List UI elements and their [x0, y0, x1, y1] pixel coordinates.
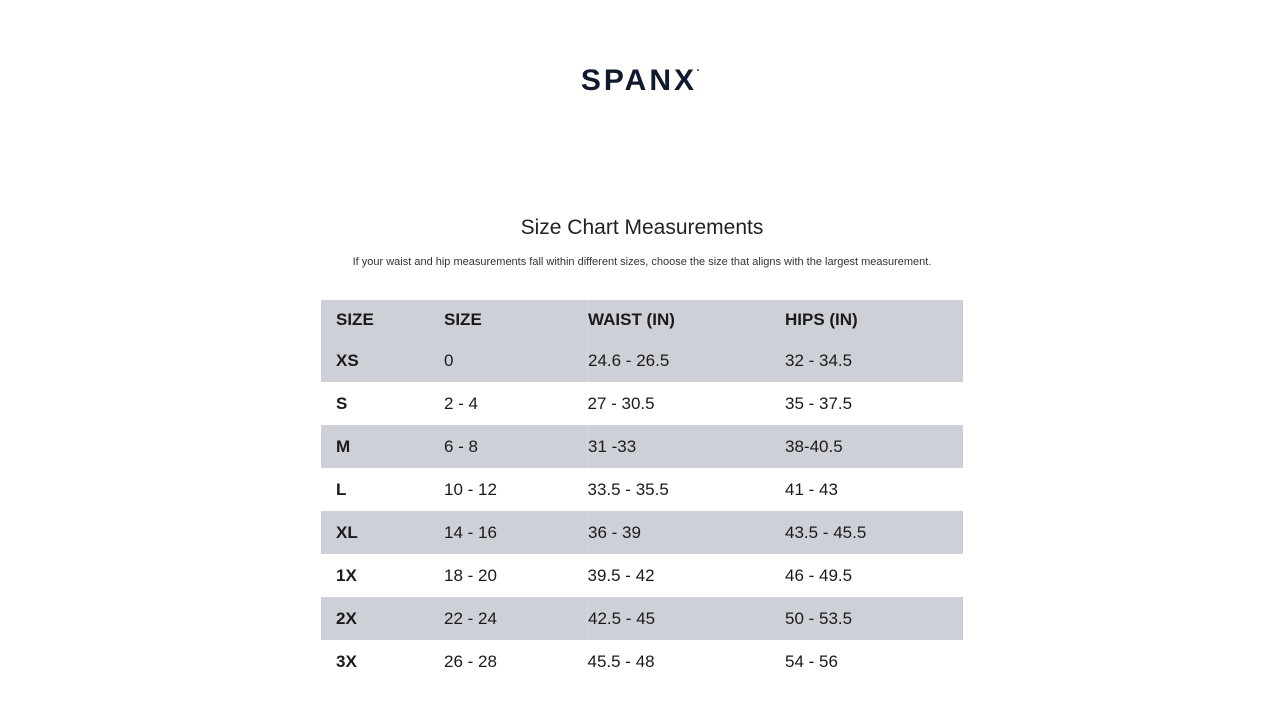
cell-size-number: 0 [444, 350, 454, 370]
cell-size-letter: S [336, 393, 348, 413]
cell-hips: 46 - 49.5 [785, 565, 853, 585]
cell-waist: 33.5 - 35.5 [587, 479, 669, 499]
cell-size-number: 26 - 28 [444, 651, 497, 671]
cell-waist: 36 - 39 [587, 511, 785, 554]
cell-size-letter: L [336, 479, 347, 499]
table-row: L 10 - 12 33.5 - 35.5 41 - 43 [321, 468, 963, 511]
header-waist: WAIST (IN) [587, 300, 785, 339]
cell-size-letter: 2X [336, 608, 357, 628]
cell-waist: 24.6 - 26.5 [587, 339, 785, 382]
cell-hips: 54 - 56 [785, 651, 838, 671]
header-hips: HIPS (IN) [785, 309, 858, 329]
cell-hips: 35 - 37.5 [785, 393, 853, 413]
cell-hips: 32 - 34.5 [785, 350, 853, 370]
cell-waist: 31 -33 [587, 425, 785, 468]
table-header-row: SIZE SIZE WAIST (IN) HIPS (IN) [321, 300, 963, 339]
cell-size-number: 14 - 16 [444, 522, 497, 542]
cell-hips: 50 - 53.5 [785, 608, 853, 628]
cell-size-letter: 1X [336, 565, 357, 585]
cell-size-letter: 3X [336, 651, 357, 671]
spanx-logo: SPANX• [580, 64, 700, 97]
cell-size-letter: M [336, 436, 351, 456]
table-row: 1X 18 - 20 39.5 - 42 46 - 49.5 [321, 554, 963, 597]
size-chart-table: SIZE SIZE WAIST (IN) HIPS (IN) XS 0 24.6 -… [321, 300, 963, 683]
table-row: M 6 - 8 31 -33 38-40.5 [321, 425, 963, 468]
table-row: XL 14 - 16 36 - 39 43.5 - 45.5 [321, 511, 963, 554]
cell-size-number: 18 - 20 [444, 565, 497, 585]
cell-size-number: 2 - 4 [444, 393, 479, 413]
page-title: Size Chart Measurements [520, 216, 764, 239]
cell-size-number: 22 - 24 [444, 608, 497, 628]
header-size-number: SIZE [444, 309, 482, 329]
header-size-letter: SIZE [336, 309, 374, 329]
cell-hips: 41 - 43 [785, 479, 838, 499]
cell-waist: 42.5 - 45 [587, 597, 785, 640]
page-subtitle: If your waist and hip measurements fall … [352, 256, 932, 268]
table-row: XS 0 24.6 - 26.5 32 - 34.5 [321, 339, 963, 382]
cell-size-letter: XL [336, 522, 358, 542]
cell-hips: 43.5 - 45.5 [785, 522, 867, 542]
cell-waist: 27 - 30.5 [587, 393, 655, 413]
cell-hips: 38-40.5 [785, 436, 843, 456]
cell-size-letter: XS [336, 350, 359, 370]
cell-size-number: 6 - 8 [444, 436, 479, 456]
cell-waist: 39.5 - 42 [587, 565, 655, 585]
cell-waist: 45.5 - 48 [587, 651, 655, 671]
table-row: 2X 22 - 24 42.5 - 45 50 - 53.5 [321, 597, 963, 640]
table-row: S 2 - 4 27 - 30.5 35 - 37.5 [321, 382, 963, 425]
trademark-mark: • [697, 68, 700, 74]
cell-size-number: 10 - 12 [444, 479, 497, 499]
table-row: 3X 26 - 28 45.5 - 48 54 - 56 [321, 640, 963, 683]
